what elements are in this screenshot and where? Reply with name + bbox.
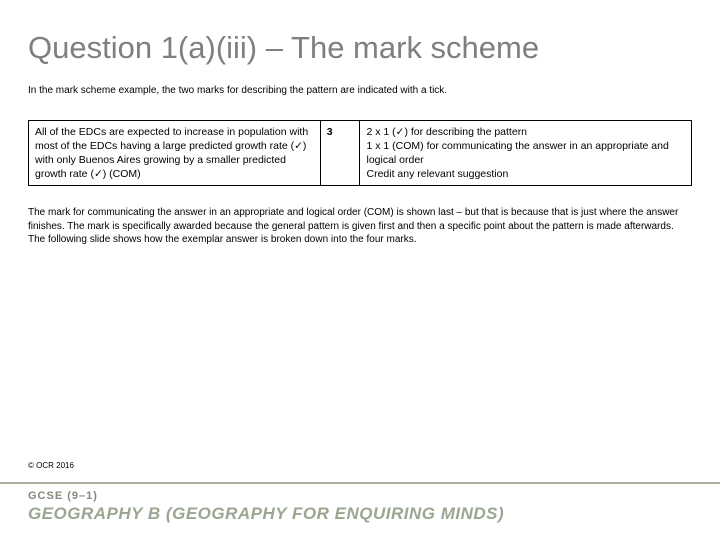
guidance-line-1: 2 x 1 (✓) for describing the pattern bbox=[366, 126, 527, 138]
guidance-cell: 2 x 1 (✓) for describing the pattern 1 x… bbox=[360, 120, 692, 186]
footer-inner: GCSE (9–1) GEOGRAPHY B (GEOGRAPHY FOR EN… bbox=[0, 484, 720, 524]
footer: GCSE (9–1) GEOGRAPHY B (GEOGRAPHY FOR EN… bbox=[0, 482, 720, 540]
table-row: All of the EDCs are expected to increase… bbox=[29, 120, 692, 186]
marks-cell: 3 bbox=[320, 120, 360, 186]
guidance-line-2: 1 x 1 (COM) for communicating the answer… bbox=[366, 140, 668, 166]
answer-cell: All of the EDCs are expected to increase… bbox=[29, 120, 321, 186]
explanation-text: The mark for communicating the answer in… bbox=[28, 206, 692, 247]
guidance-line-3: Credit any relevant suggestion bbox=[366, 168, 508, 180]
intro-text: In the mark scheme example, the two mark… bbox=[28, 84, 692, 98]
gcse-label: GCSE (9–1) bbox=[28, 490, 720, 502]
answer-text: All of the EDCs are expected to increase… bbox=[35, 126, 308, 181]
slide-container: Question 1(a)(iii) – The mark scheme In … bbox=[0, 0, 720, 540]
copyright-text: © OCR 2016 bbox=[28, 461, 74, 470]
subject-label: GEOGRAPHY B (GEOGRAPHY FOR ENQUIRING MIN… bbox=[28, 504, 720, 524]
slide-title: Question 1(a)(iii) – The mark scheme bbox=[28, 30, 692, 66]
mark-scheme-table: All of the EDCs are expected to increase… bbox=[28, 120, 692, 187]
